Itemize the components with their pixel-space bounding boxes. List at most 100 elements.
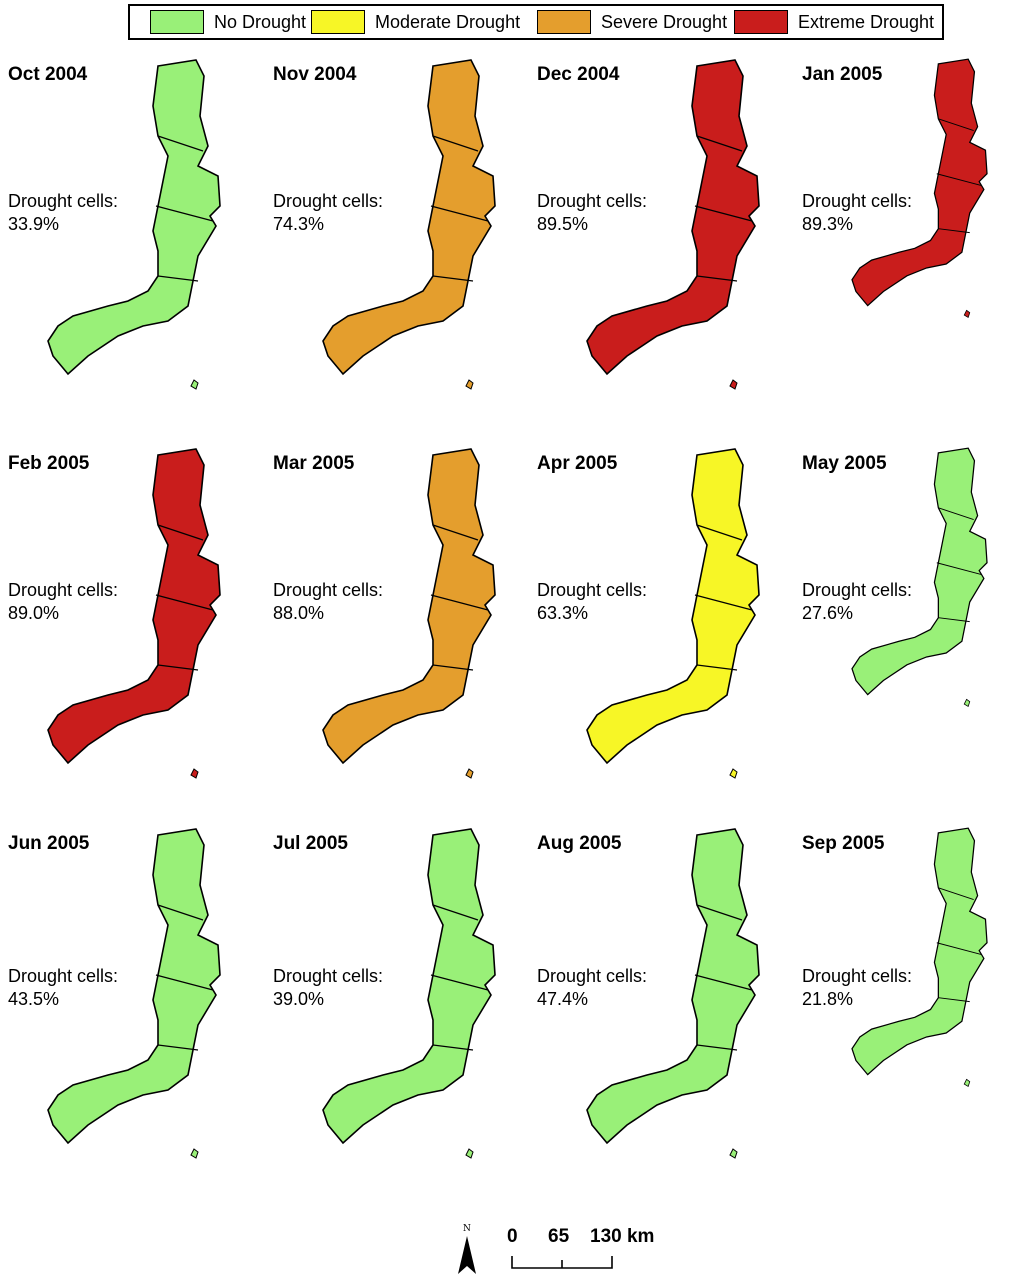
panel-title: Aug 2005 [537, 833, 622, 854]
region-boundary [155, 205, 214, 222]
map-panel: Jan 2005 Drought cells: 89.3% [802, 58, 1009, 434]
region-boundary [432, 524, 479, 541]
region-shape [47, 828, 221, 1145]
drought-map [322, 59, 496, 390]
drought-map [586, 828, 760, 1159]
region-shape [586, 828, 760, 1145]
region-boundary [694, 594, 753, 611]
island-shape [963, 1078, 971, 1087]
drought-cells-value: 88.0% [273, 603, 325, 623]
island-shape [465, 1148, 474, 1159]
drought-map [586, 448, 760, 779]
legend-swatch [734, 10, 788, 34]
island-shape [190, 768, 199, 779]
drought-cells-label: Drought cells: [273, 580, 384, 600]
drought-cells-value: 47.4% [537, 989, 589, 1009]
panel-title: Dec 2004 [537, 64, 620, 85]
region-shape [47, 448, 221, 765]
legend-swatch [150, 10, 204, 34]
legend: No Drought Moderate Drought Severe Droug… [128, 4, 944, 40]
region-boundary [432, 664, 474, 671]
region-shape [851, 58, 988, 307]
scale-label-130: 130 km [590, 1226, 655, 1247]
map-panel: Dec 2004 Drought cells: 89.5% [537, 59, 797, 434]
legend-label: Moderate Drought [375, 11, 521, 32]
north-arrow-icon [458, 1236, 476, 1274]
drought-map [322, 448, 496, 779]
region-boundary [938, 887, 974, 901]
map-panel: Sep 2005 Drought cells: 21.8% [802, 827, 1009, 1203]
north-arrow-label: N [463, 1224, 471, 1234]
legend-item-extreme-drought: Extreme Drought [734, 10, 934, 34]
panel-title: Sep 2005 [802, 833, 885, 854]
island-shape [963, 309, 971, 318]
scale-label-0: 0 [507, 1226, 518, 1247]
scale-label-65: 65 [548, 1226, 570, 1247]
region-boundary [155, 974, 214, 991]
region-boundary [157, 1044, 199, 1051]
drought-cells-value: 74.3% [273, 214, 325, 234]
drought-map [47, 448, 221, 779]
region-boundary [157, 275, 199, 282]
island-shape [190, 379, 199, 390]
region-shape [47, 59, 221, 376]
region-boundary [938, 228, 970, 234]
island-shape [963, 698, 971, 707]
region-boundary [696, 275, 738, 282]
panel-title: Jul 2005 [273, 833, 348, 854]
drought-cells-label: Drought cells: [8, 191, 119, 211]
legend-label: No Drought [214, 11, 307, 32]
drought-map [851, 58, 988, 318]
panel-title: Nov 2004 [273, 64, 357, 85]
map-panel: Oct 2004 Drought cells: 33.9% [8, 59, 268, 434]
region-boundary [432, 135, 479, 152]
island-shape [190, 1148, 199, 1159]
legend-item-severe-drought: Severe Drought [537, 10, 727, 34]
panel-title: Feb 2005 [8, 453, 90, 474]
map-panel: May 2005 Drought cells: 27.6% [802, 447, 1009, 823]
drought-cells-value: 39.0% [273, 989, 325, 1009]
panel-title: Jun 2005 [8, 833, 90, 854]
scale-bar: N 0 65 130 km [455, 1220, 675, 1276]
map-panel: Jul 2005 Drought cells: 39.0% [273, 828, 533, 1203]
drought-cells-value: 89.5% [537, 214, 589, 234]
legend-label: Severe Drought [601, 11, 728, 32]
region-boundary [696, 664, 738, 671]
drought-cells-label: Drought cells: [8, 966, 119, 986]
drought-cells-label: Drought cells: [802, 191, 913, 211]
region-boundary [938, 507, 974, 521]
panel-title: Mar 2005 [273, 453, 355, 474]
island-shape [729, 1148, 738, 1159]
island-shape [729, 768, 738, 779]
drought-cells-label: Drought cells: [537, 966, 648, 986]
region-boundary [155, 594, 214, 611]
map-panel: Feb 2005 Drought cells: 89.0% [8, 448, 268, 823]
drought-cells-label: Drought cells: [802, 966, 913, 986]
region-boundary [157, 135, 204, 152]
region-shape [586, 59, 760, 376]
region-shape [322, 448, 496, 765]
drought-cells-value: 89.0% [8, 603, 60, 623]
region-shape [851, 447, 988, 696]
region-boundary [432, 1044, 474, 1051]
drought-cells-label: Drought cells: [537, 580, 648, 600]
drought-cells-value: 21.8% [802, 989, 854, 1009]
map-panel: Mar 2005 Drought cells: 88.0% [273, 448, 533, 823]
drought-cells-label: Drought cells: [273, 966, 384, 986]
island-shape [465, 379, 474, 390]
region-shape [322, 828, 496, 1145]
map-panel: Jun 2005 Drought cells: 43.5% [8, 828, 268, 1203]
drought-cells-value: 63.3% [537, 603, 589, 623]
drought-cells-value: 89.3% [802, 214, 854, 234]
region-boundary [696, 1044, 738, 1051]
drought-cells-value: 33.9% [8, 214, 60, 234]
drought-map [586, 59, 760, 390]
map-panel: Aug 2005 Drought cells: 47.4% [537, 828, 797, 1203]
drought-cells-value: 43.5% [8, 989, 60, 1009]
drought-cells-label: Drought cells: [8, 580, 119, 600]
map-panel: Apr 2005 Drought cells: 63.3% [537, 448, 797, 823]
region-boundary [432, 275, 474, 282]
region-boundary [938, 118, 974, 132]
region-boundary [430, 594, 489, 611]
legend-item-moderate-drought: Moderate Drought [311, 10, 520, 34]
